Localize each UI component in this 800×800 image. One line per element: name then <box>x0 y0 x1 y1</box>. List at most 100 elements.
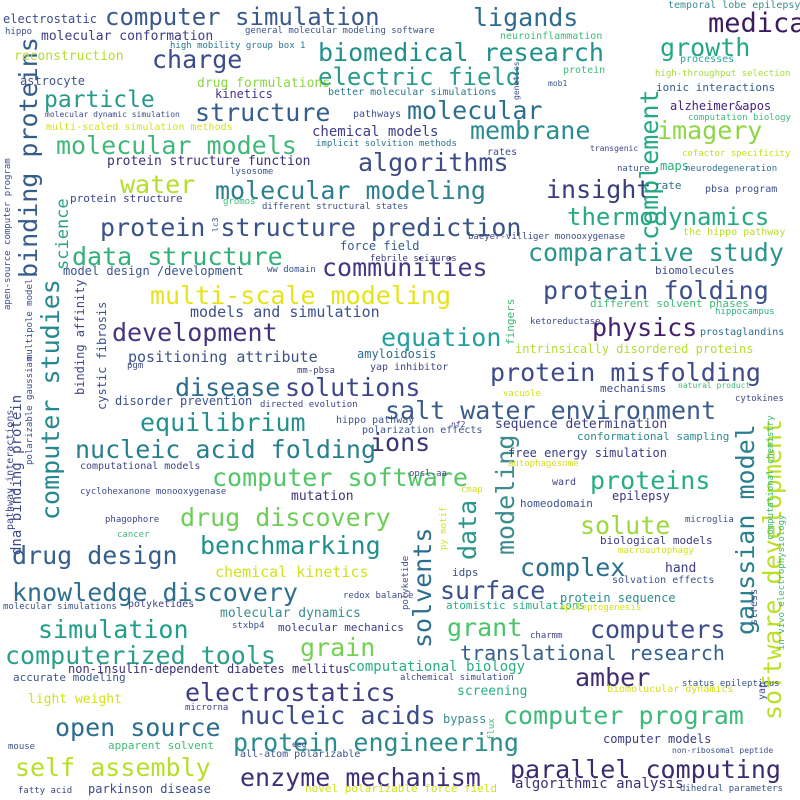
word: multi-scale modeling <box>150 281 452 310</box>
word-vertical: data <box>453 499 482 560</box>
word: multi-scaled simulation methods <box>46 122 233 133</box>
word: ww domain <box>267 265 316 275</box>
word: drug discovery <box>180 503 391 532</box>
word: ward <box>552 477 577 488</box>
word: atomistic simulations <box>446 599 586 612</box>
word: charmm <box>530 631 563 641</box>
word: protein structure <box>70 192 183 205</box>
word: solute <box>580 511 671 540</box>
word: neuroinflammation <box>500 31 603 42</box>
word: molecular modeling <box>215 176 486 205</box>
word: communities <box>322 253 488 282</box>
word: yap inhibitor <box>370 362 449 373</box>
word: light weight <box>28 692 122 707</box>
word: idps <box>452 566 479 579</box>
word: protein structure function <box>107 154 311 169</box>
word: algorithms <box>358 148 509 177</box>
word-vertical: lc3 <box>211 217 220 232</box>
word-vertical: cystic fibrosis <box>95 301 109 410</box>
word: grant <box>447 613 523 642</box>
word: parallel computing <box>510 755 781 784</box>
word: nature <box>617 164 650 174</box>
word: electrostatics <box>185 678 396 707</box>
word: bypass <box>443 712 487 726</box>
word: processes <box>680 54 735 65</box>
word: structure <box>195 98 331 127</box>
word: cmap <box>461 485 483 495</box>
word: astrocyte <box>20 74 86 88</box>
word: solutions <box>285 373 421 402</box>
word: thermodynamics <box>567 203 770 231</box>
word: model design /development <box>63 264 244 278</box>
word: ionic interactions <box>656 81 776 94</box>
word-vertical: in vivo electrophysiology <box>777 514 787 650</box>
word: cofactor specificity <box>682 149 791 159</box>
word: electric field <box>318 63 521 91</box>
word-vertical: science <box>53 198 73 270</box>
word: hippo pathway <box>336 415 415 426</box>
word: homeodomain <box>520 497 593 510</box>
word: protein engineering <box>233 728 519 757</box>
word-vertical: binding affinity <box>73 279 87 395</box>
word-vertical: polyketide <box>401 555 411 610</box>
word: lysosome <box>230 167 274 177</box>
word: simulation <box>38 615 189 644</box>
word: knowledge discovery <box>12 578 298 607</box>
word: charge <box>152 45 243 74</box>
word: enzyme mechanism <box>240 763 481 792</box>
word: mechanisms <box>600 382 667 395</box>
word: growth <box>660 33 751 62</box>
word: ions <box>370 428 431 457</box>
word: molecular <box>407 96 543 125</box>
word: hand <box>665 561 697 576</box>
word: status epilepticus <box>682 679 780 689</box>
word: chemical models <box>312 124 439 140</box>
word: proteins <box>590 466 711 495</box>
word: development <box>112 318 278 347</box>
word: computer program <box>503 701 744 730</box>
word-vertical: apen-source computer program <box>3 158 13 310</box>
word: water <box>120 170 196 199</box>
word: pbsa program <box>705 184 778 195</box>
word: molecular mechanics <box>278 621 404 634</box>
word: maps <box>660 159 689 173</box>
word: cancer <box>117 530 150 540</box>
word: disease <box>175 373 281 402</box>
word: complex <box>520 553 626 582</box>
word: positioning attribute <box>128 348 318 366</box>
word: polarization effects <box>362 425 483 436</box>
word: computer software <box>212 463 468 492</box>
word: hippo <box>5 27 33 37</box>
word-vertical: py motif <box>439 506 449 550</box>
word: hippocampus <box>715 307 775 317</box>
word: equilibrium <box>140 408 306 437</box>
word: biomedical research <box>318 38 604 67</box>
word: ketoreductase <box>530 317 601 327</box>
word: biomolecules <box>655 264 735 277</box>
word: medical <box>708 8 800 39</box>
word: dihedral parameters <box>680 784 783 794</box>
word: the hippo pathway <box>683 227 786 238</box>
word: solvation effects <box>612 575 715 586</box>
word: prostaglandins <box>700 327 785 338</box>
word: nf2 <box>451 420 466 429</box>
word: biological models <box>600 534 713 547</box>
word: pgm <box>127 361 144 371</box>
word: natural product <box>678 381 751 390</box>
word: epileptogenesis <box>560 603 642 613</box>
word: force field <box>340 239 420 253</box>
word: vacuole <box>503 389 541 399</box>
word-vertical: genetics <box>512 61 521 100</box>
word-vertical: computer studies <box>36 279 65 520</box>
word: computational models <box>80 461 201 472</box>
word: reconstruction <box>14 49 124 64</box>
word-vertical: stress <box>749 588 760 625</box>
word: temporal lobe epilepsy <box>668 0 800 11</box>
word: protein structure prediction <box>100 213 522 242</box>
word: fatty acid <box>18 786 73 796</box>
word: implicit solvition methods <box>316 139 457 149</box>
word-vertical: yap <box>757 681 768 700</box>
word: mm-pbsa <box>297 366 335 376</box>
word: redox balance <box>343 591 414 601</box>
